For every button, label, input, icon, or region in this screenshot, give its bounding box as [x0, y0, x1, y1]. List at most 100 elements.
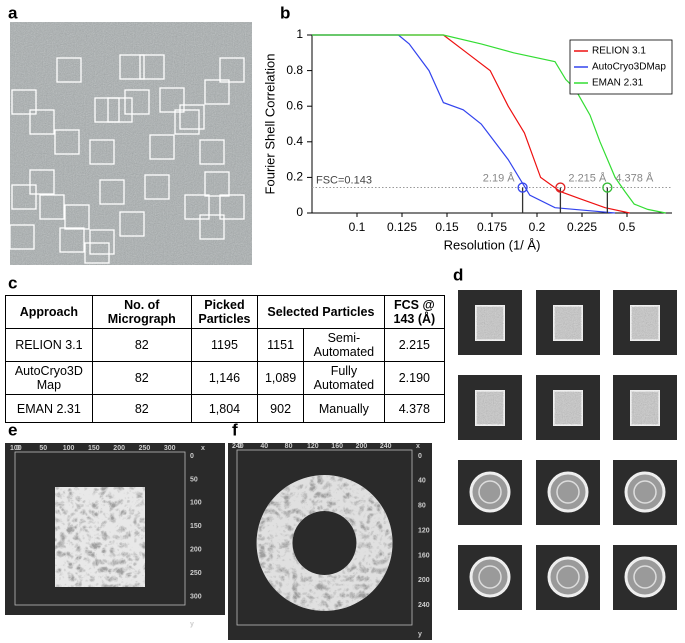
cell: 1195 — [190, 328, 259, 362]
volume — [55, 487, 145, 587]
annotation-label: 4.378 Å — [615, 171, 654, 184]
right-tick-label: 40 — [418, 478, 426, 485]
top-tick-label: 100 — [63, 445, 75, 452]
cell: AutoCryo3D Map — [5, 361, 93, 395]
volume — [256, 475, 393, 611]
threshold-label: FSC=0.143 — [316, 174, 372, 186]
top-tick-label: 200 — [356, 443, 368, 450]
y-tick-label: 0.4 — [286, 134, 303, 148]
top-tick-label: 150 — [88, 445, 100, 452]
annotation-marker — [555, 182, 566, 193]
cell: 4.378 — [383, 394, 446, 423]
right-tick-label: 50 — [190, 476, 198, 483]
row: AutoCryo3D Map 82 1,146 1,089 Fully Automate… — [5, 361, 446, 395]
cell: 1151 — [257, 328, 305, 362]
right-tick-label: 150 — [190, 523, 202, 530]
header-cell: Picked Particles — [190, 295, 259, 329]
right-axis-label: y — [190, 621, 194, 628]
annotation-label: 2.215 Å — [568, 171, 607, 184]
cell: 82 — [91, 328, 192, 362]
right-tick-label: 240 — [418, 602, 430, 609]
x-axis-title: Resolution (1/ Å) — [444, 237, 541, 252]
annotation-marker — [602, 182, 613, 193]
x-tick-label: 0.225 — [567, 220, 597, 234]
right-tick-label: 200 — [190, 547, 202, 554]
header-cell: No. of Micrograph — [91, 295, 192, 329]
x-tick-label: 0.1 — [349, 220, 366, 234]
cell: 902 — [257, 394, 305, 423]
y-tick-label: 0.8 — [286, 63, 303, 77]
y-axis-title: Fourier Shell Correlation — [262, 54, 277, 195]
cell: Fully Automated — [303, 361, 385, 395]
header-cell: Approach — [5, 295, 93, 329]
right-tick-label: 100 — [190, 500, 202, 507]
legend-label: AutoCryo3DMap — [592, 62, 666, 73]
fsc-line — [312, 34, 616, 214]
top-tick-label: 50 — [39, 445, 47, 452]
cell: 82 — [91, 361, 192, 395]
panel-label: e — [8, 420, 17, 439]
top-tick-label: 250 — [139, 445, 151, 452]
row: EMAN 2.31 82 1,804 902 Manually 4.378 — [5, 394, 446, 423]
top-tick-label: 0 — [16, 445, 20, 452]
header-cell: Selected Particles — [257, 295, 385, 329]
x-tick-label: 0.2 — [529, 220, 546, 234]
top-axis-label: x — [201, 445, 205, 452]
panel-label: a — [8, 3, 18, 22]
top-tick-label: 80 — [285, 443, 293, 450]
right-tick-label: 120 — [418, 527, 430, 534]
top-tick-label: 300 — [164, 445, 176, 452]
map-frame — [14, 451, 186, 606]
annotation-marker — [517, 182, 528, 193]
right-tick-label: 80 — [418, 503, 426, 510]
right-tick-label: 0 — [418, 453, 422, 460]
cell: 1,804 — [190, 394, 259, 423]
class-averages — [458, 290, 677, 610]
x-tick-label: 0.175 — [477, 220, 507, 234]
cell: 1,146 — [190, 361, 259, 395]
top-tick-label: 40 — [260, 443, 268, 450]
x-tick-label: 0.5 — [619, 220, 636, 234]
top-tick-label: 240 — [380, 443, 392, 450]
y-tick-label: 1 — [296, 27, 303, 41]
cell: 2.190 — [383, 361, 446, 395]
panel-label: f — [232, 420, 238, 439]
cell: 1,089 — [257, 361, 305, 395]
cell: 82 — [91, 394, 192, 423]
right-tick-label: 200 — [418, 577, 430, 584]
right-axis-label: y — [418, 631, 422, 638]
cell: Manually — [303, 394, 385, 423]
panel-label: c — [8, 273, 17, 292]
legend-label: RELION 3.1 — [592, 46, 646, 57]
right-tick-label: 0 — [190, 453, 194, 460]
header-row: Approach No. of Micrograph Picked Partic… — [5, 295, 446, 329]
cell: EMAN 2.31 — [5, 394, 93, 423]
corner-label: 100 — [10, 445, 22, 452]
legend-label: EMAN 2.31 — [592, 78, 644, 89]
results-table: Approach No. of Micrograph Picked Partic… — [5, 295, 446, 423]
x-tick-label: 0.125 — [387, 220, 417, 234]
fsc-chart: 0 0.2 0.4 0.6 0.8 1 0.1 0.125 0.15 0.175 0.2 0.225 0… — [262, 27, 673, 252]
row: RELION 3.1 82 1195 1151 Semi-Automated 2.215 — [5, 328, 446, 362]
cell: Semi-Automated — [303, 328, 385, 362]
y-tick-label: 0.6 — [286, 98, 303, 112]
cell: RELION 3.1 — [5, 328, 93, 362]
top-axis-label: x — [416, 443, 420, 450]
top-tick-label: 120 — [307, 443, 319, 450]
annotation-label: 2.19 Å — [483, 171, 515, 184]
right-tick-label: 250 — [190, 570, 202, 577]
corner-label: 240 — [232, 443, 244, 450]
x-tick-label: 0.15 — [435, 220, 459, 234]
header-cell: FCS @ 143 (Å) — [383, 295, 446, 329]
panel-label: b — [280, 3, 290, 22]
map-frame — [236, 449, 413, 626]
top-tick-label: 0 — [238, 443, 242, 450]
micrograph — [9, 22, 252, 265]
top-tick-label: 200 — [113, 445, 125, 452]
right-tick-label: 300 — [190, 593, 202, 600]
top-tick-label: 160 — [331, 443, 343, 450]
